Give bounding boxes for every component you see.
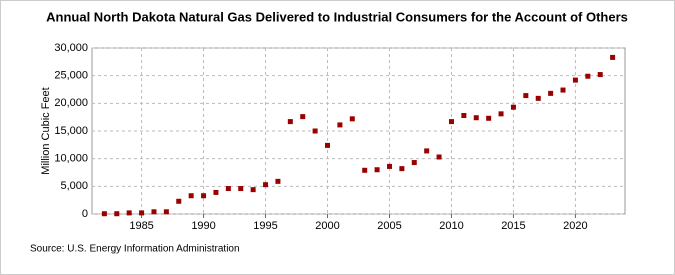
point [176,198,182,204]
x-tick-label: 2015 [501,220,525,232]
x-tick-label: 2010 [439,220,463,232]
point [610,54,616,60]
point [498,111,504,117]
point [101,211,107,217]
x-tick-label: 2020 [563,220,587,232]
point [287,119,293,125]
x-tick-label: 1985 [129,220,153,232]
source: Source: U.S. Energy Information Administ… [30,244,240,255]
point [597,72,603,78]
x-tick-label: 1995 [253,220,277,232]
point [486,115,492,121]
point [399,166,405,172]
point [225,186,231,192]
y-tick-label: 20,000 [54,97,88,109]
point [461,113,467,119]
point [436,154,442,160]
point [201,193,207,199]
point [411,160,417,166]
point [250,187,256,193]
point [560,87,566,93]
y-tick-label: 5,000 [60,180,88,192]
point [535,95,541,101]
point [263,182,269,188]
point [163,209,169,215]
point [572,77,578,83]
point [151,209,157,215]
point [386,163,392,169]
y-tick-label: 25,000 [54,70,88,82]
point [139,210,145,216]
point [312,128,318,134]
point [275,178,281,184]
y-axis-label: Million Cubic Feet [40,87,52,174]
x-tick-label: 2000 [315,220,339,232]
point [300,114,306,120]
y-tick-label: 10,000 [54,153,88,165]
point [325,142,331,148]
y-tick-label: 0 [82,208,88,220]
point [585,73,591,79]
point [523,93,529,99]
point [349,116,355,122]
point [337,122,343,128]
point [374,167,380,173]
point [114,211,120,217]
point [548,90,554,96]
point [126,210,132,216]
point [473,115,479,121]
point [362,167,368,173]
point [188,193,194,199]
chart-title: Annual North Dakota Natural Gas Delivere… [46,9,628,24]
point [510,104,516,110]
y-tick-label: 30,000 [54,42,88,54]
point [238,186,244,192]
x-tick-label: 2005 [377,220,401,232]
y-tick-label: 15,000 [54,125,88,137]
point [424,148,430,154]
point [213,189,219,195]
point [448,119,454,125]
x-tick-label: 1990 [191,220,215,232]
